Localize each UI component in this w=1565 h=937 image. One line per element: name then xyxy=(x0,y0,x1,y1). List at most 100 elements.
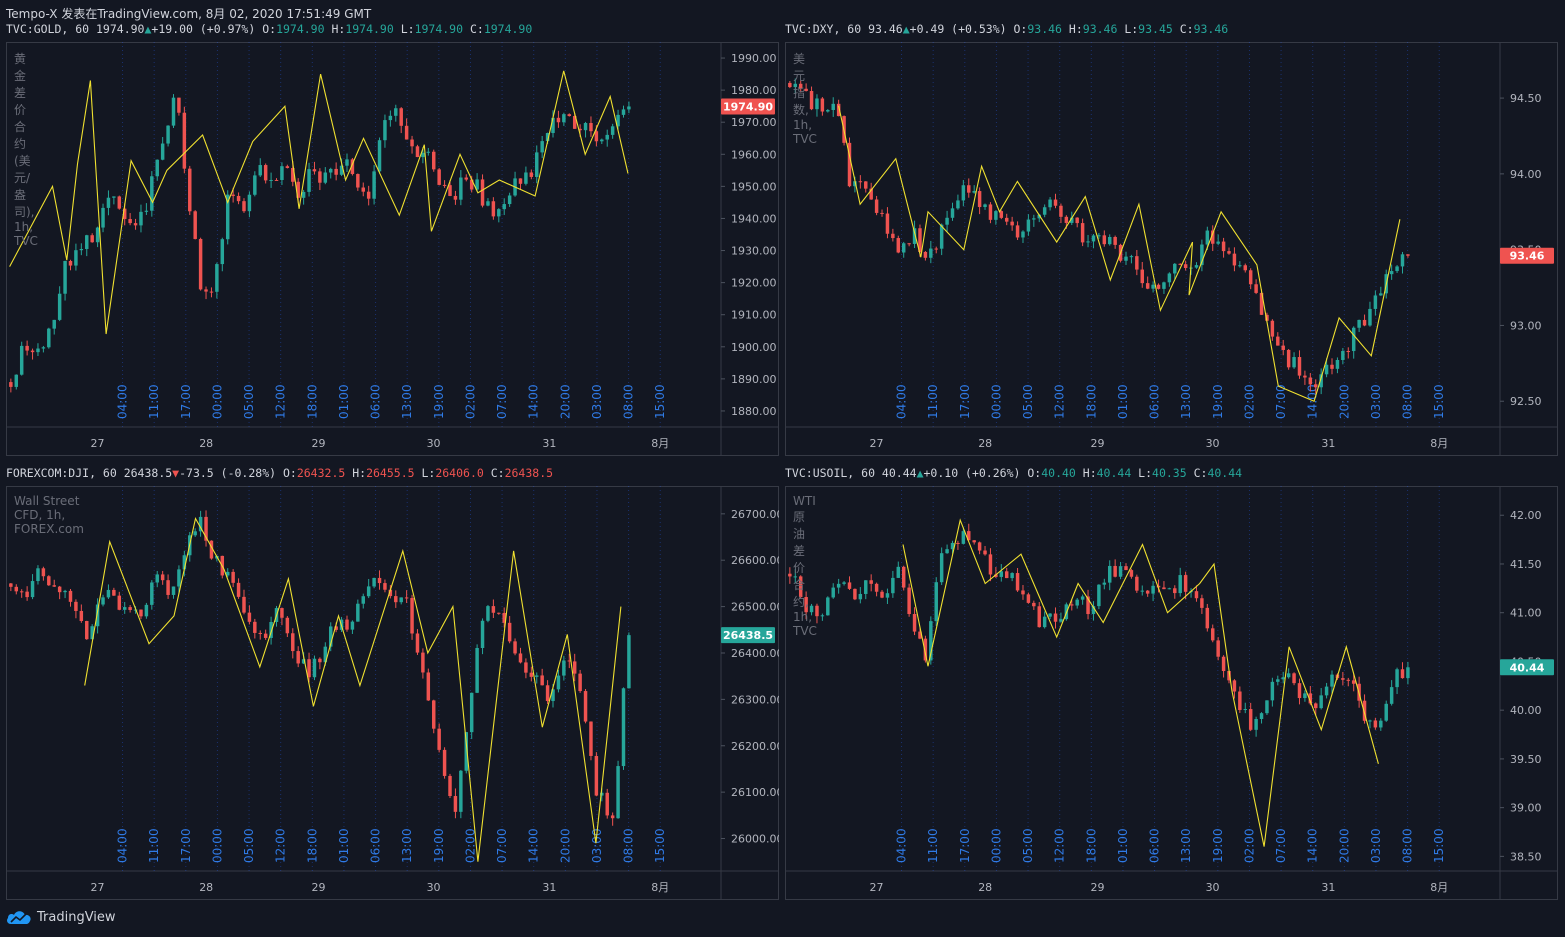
high-value: 40.44 xyxy=(1096,466,1139,480)
candle-body xyxy=(421,152,425,158)
candle-body xyxy=(945,217,949,225)
candle-body xyxy=(988,554,993,575)
candle-body xyxy=(972,191,976,193)
candle-body xyxy=(274,179,279,181)
candle-body xyxy=(1406,254,1410,256)
x-tick-label: 31 xyxy=(1321,437,1335,450)
candle-body xyxy=(225,194,230,240)
session-time-label: 08:00 xyxy=(1401,828,1415,863)
candle-body xyxy=(1297,683,1302,699)
candle-body xyxy=(1221,656,1226,672)
candle-body xyxy=(901,566,906,588)
session-time-label: 08:00 xyxy=(622,828,636,863)
candle-body xyxy=(1335,359,1340,369)
candle-body xyxy=(1032,602,1036,607)
candle-body xyxy=(1211,628,1215,641)
session-time-label: 00:00 xyxy=(989,384,1003,419)
candle-body xyxy=(410,139,414,147)
candle-body xyxy=(1178,575,1182,594)
session-time-label: 00:00 xyxy=(210,384,224,419)
y-tick-label: 26300.00 xyxy=(731,693,779,706)
candle-body xyxy=(1010,221,1014,226)
candle-body xyxy=(956,200,960,209)
candle-body xyxy=(934,248,938,250)
candle-body xyxy=(1308,377,1313,385)
session-time-label: 07:00 xyxy=(1274,828,1288,863)
candle-body xyxy=(285,617,290,634)
l-label: L: xyxy=(421,466,436,480)
session-time-label: 17:00 xyxy=(179,384,193,419)
candle-body xyxy=(1145,283,1150,289)
candle-body xyxy=(36,568,40,582)
candle-body xyxy=(394,596,398,603)
x-tick-label: 30 xyxy=(1206,881,1220,894)
candle-body xyxy=(540,141,544,153)
candle-body xyxy=(361,596,365,604)
candle-body xyxy=(1200,598,1204,608)
candle-body xyxy=(1248,270,1253,285)
chart-legend-label: WTI 原油差价合约, 1h, TVC xyxy=(793,494,817,638)
candle-body xyxy=(1021,231,1025,238)
candle-body xyxy=(1292,357,1296,368)
c-label: C: xyxy=(490,466,505,480)
publish-header: Tempo-X 发表在TradingView.com, 8月 02, 2020 … xyxy=(6,7,372,21)
candle-body xyxy=(486,201,490,206)
symbol-label: FOREXCOM:DJI, 60 26438.5 xyxy=(6,466,173,480)
candle-body xyxy=(41,347,46,349)
session-time-label: 12:00 xyxy=(274,384,288,419)
candle-body xyxy=(1118,566,1123,577)
candle-body xyxy=(95,604,100,627)
session-time-label: 04:00 xyxy=(116,384,130,419)
candle-body xyxy=(497,209,501,217)
candle-body xyxy=(1086,596,1090,615)
candle-body xyxy=(1026,594,1031,603)
candle-body xyxy=(551,689,555,702)
candle-body xyxy=(388,589,393,597)
candle-body xyxy=(994,211,998,220)
candle-body xyxy=(95,227,100,243)
tradingview-cloud-icon xyxy=(7,911,31,924)
candle-body xyxy=(101,597,105,605)
candle-body xyxy=(68,260,73,266)
candle-body xyxy=(939,553,944,583)
y-tick-label: 41.50 xyxy=(1510,558,1542,571)
zigzag-indicator-line xyxy=(902,518,1379,847)
candle-body xyxy=(1330,364,1334,369)
candle-body xyxy=(14,374,19,387)
candle-body xyxy=(1070,604,1074,606)
candle-body xyxy=(502,204,506,210)
candle-body xyxy=(578,673,582,692)
candle-body xyxy=(1097,584,1101,607)
candle-body xyxy=(912,614,917,632)
candle-body xyxy=(885,593,890,598)
candle-body xyxy=(328,626,333,647)
candle-body xyxy=(1200,244,1204,266)
candle-body xyxy=(1151,585,1155,594)
candle-body xyxy=(1183,264,1188,268)
candle-body xyxy=(1129,256,1134,258)
session-time-label: 03:00 xyxy=(1369,384,1383,419)
candle-body xyxy=(804,88,808,92)
session-time-label: 15:00 xyxy=(653,384,667,419)
candle-body xyxy=(74,601,78,611)
candle-body xyxy=(469,179,474,190)
candle-body xyxy=(1227,251,1231,254)
session-time-label: 01:00 xyxy=(337,384,351,419)
candle-body xyxy=(1205,230,1210,245)
session-time-label: 12:00 xyxy=(1053,384,1067,419)
x-tick-label: 31 xyxy=(542,881,556,894)
candle-body xyxy=(415,146,420,158)
candle-body xyxy=(85,235,89,249)
candle-body xyxy=(1406,667,1410,679)
candle-body xyxy=(198,238,203,290)
candle-body xyxy=(160,574,165,581)
candle-body xyxy=(513,641,517,654)
y-tick-label: 39.50 xyxy=(1510,753,1542,766)
candle-body xyxy=(220,239,225,265)
session-time-label: 04:00 xyxy=(116,828,130,863)
candle-body xyxy=(788,82,792,88)
y-tick-label: 1980.00 xyxy=(731,84,777,97)
candle-body xyxy=(188,168,192,212)
tradingview-footer[interactable]: TradingView xyxy=(6,909,116,925)
candle-body xyxy=(616,114,620,127)
